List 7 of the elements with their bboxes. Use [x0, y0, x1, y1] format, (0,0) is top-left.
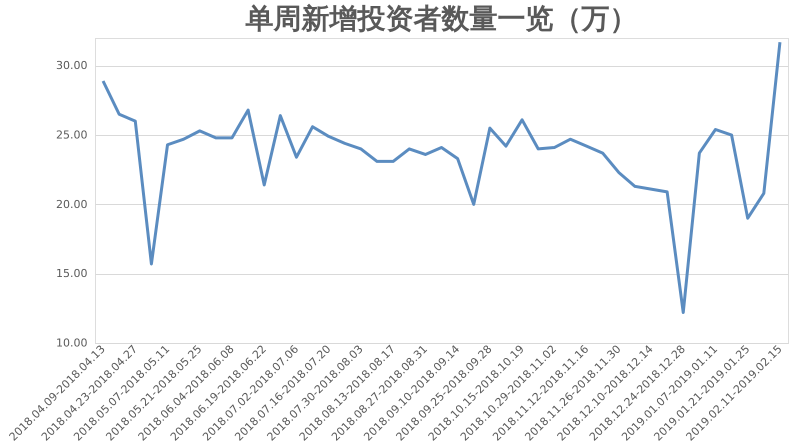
y-tick-label: 15.00 [56, 267, 88, 280]
chart-title: 单周新增投资者数量一览（万） [244, 2, 638, 35]
y-tick-label: 30.00 [56, 59, 88, 72]
y-tick-label: 10.00 [56, 336, 88, 350]
y-tick-label: 25.00 [56, 128, 88, 142]
line-series [102, 40, 782, 314]
y-tick-label: 20.00 [56, 198, 88, 211]
